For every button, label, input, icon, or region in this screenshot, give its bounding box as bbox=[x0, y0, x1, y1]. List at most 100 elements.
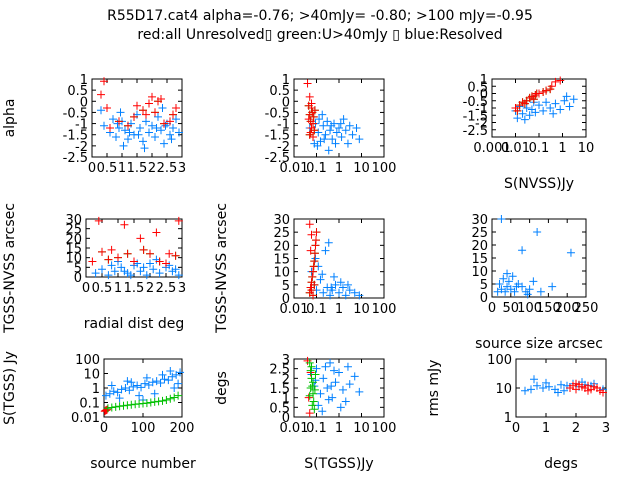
y-tick-label: 0 bbox=[282, 411, 290, 426]
data-point bbox=[309, 397, 318, 406]
data-point bbox=[98, 247, 106, 256]
data-point bbox=[314, 128, 323, 137]
data-point bbox=[150, 397, 159, 406]
data-point bbox=[321, 246, 330, 255]
x-axis-label: source number bbox=[90, 456, 196, 472]
data-point bbox=[148, 378, 157, 387]
y-tick-label: 0.5 bbox=[269, 84, 290, 99]
y-tick-label: -1 bbox=[75, 118, 88, 133]
series-green bbox=[98, 245, 180, 268]
data-point bbox=[160, 119, 168, 128]
x-tick-label: 10 bbox=[353, 302, 370, 317]
y-tick-label: 1 bbox=[282, 392, 290, 407]
data-point bbox=[142, 399, 151, 408]
data-point bbox=[311, 241, 320, 250]
data-point bbox=[343, 139, 352, 148]
x-tick-label: 1 bbox=[335, 161, 343, 176]
series-red bbox=[97, 77, 174, 126]
y-tick-label: 30 bbox=[471, 213, 488, 228]
data-point bbox=[501, 287, 510, 296]
data-point bbox=[175, 128, 183, 137]
data-point bbox=[531, 90, 540, 99]
data-point bbox=[149, 265, 158, 274]
data-point bbox=[518, 246, 527, 255]
x-axis-label: degs bbox=[544, 456, 578, 472]
data-point bbox=[140, 379, 149, 388]
data-point bbox=[170, 393, 179, 402]
data-point bbox=[319, 288, 328, 297]
data-point bbox=[115, 117, 123, 126]
data-point bbox=[542, 98, 551, 107]
x-tick-label: 0.01 bbox=[280, 161, 309, 176]
y-tick-label: 10 bbox=[495, 382, 512, 397]
data-point bbox=[341, 397, 350, 406]
x-axis-label: source size arcsec bbox=[475, 336, 603, 352]
data-point bbox=[335, 288, 343, 297]
data-point bbox=[319, 374, 328, 383]
series-red bbox=[98, 245, 180, 268]
x-tick-label: 100 bbox=[131, 421, 156, 436]
data-point bbox=[336, 403, 345, 412]
data-point bbox=[324, 238, 333, 247]
data-point bbox=[350, 288, 359, 297]
data-point bbox=[303, 356, 312, 365]
x-tick-label: 0.1 bbox=[306, 161, 327, 176]
x-tick-label: 100 bbox=[372, 302, 397, 317]
data-point bbox=[306, 246, 315, 255]
data-point bbox=[560, 96, 569, 105]
x-tick-label: 2 bbox=[572, 421, 580, 436]
data-point bbox=[554, 388, 562, 397]
data-point bbox=[123, 269, 132, 278]
data-point bbox=[176, 368, 185, 377]
data-point bbox=[355, 135, 364, 144]
data-point bbox=[308, 272, 317, 281]
x-tick-label: 1.5 bbox=[124, 281, 145, 296]
x-tick-label: 1 bbox=[542, 421, 550, 436]
data-point bbox=[133, 259, 142, 268]
x-tick-label: 100 bbox=[372, 161, 397, 176]
x-tick-label: 2.5 bbox=[156, 281, 177, 296]
data-point bbox=[109, 115, 117, 124]
data-point bbox=[130, 112, 138, 121]
x-tick-label: 2 bbox=[148, 161, 156, 176]
data-point bbox=[157, 126, 165, 135]
data-point bbox=[343, 362, 352, 371]
y-tick-label: 0 bbox=[480, 291, 488, 306]
data-point bbox=[120, 267, 129, 276]
data-point bbox=[320, 135, 329, 144]
y-tick-label: -2.5 bbox=[463, 124, 488, 139]
data-point bbox=[306, 384, 315, 392]
y-tick-label: 25 bbox=[273, 226, 290, 241]
y-tick-label: -0.5 bbox=[63, 106, 88, 121]
x-tick-label: 0.1 bbox=[306, 421, 327, 436]
x-tick-label: 10 bbox=[353, 421, 370, 436]
data-point bbox=[562, 92, 571, 101]
y-tick-label: 30 bbox=[65, 213, 82, 228]
data-point bbox=[174, 379, 183, 388]
data-point bbox=[319, 121, 328, 130]
data-point bbox=[345, 286, 354, 295]
data-point bbox=[174, 391, 183, 400]
data-point bbox=[133, 381, 142, 390]
data-point bbox=[304, 393, 313, 402]
data-point bbox=[531, 108, 540, 117]
data-point bbox=[307, 374, 316, 383]
data-point bbox=[120, 220, 129, 229]
data-point bbox=[321, 362, 330, 371]
x-tick-label: 0.1 bbox=[529, 141, 550, 156]
data-point bbox=[166, 117, 174, 126]
data-point bbox=[166, 366, 175, 375]
data-point bbox=[341, 126, 350, 135]
series-green bbox=[305, 358, 320, 414]
data-point bbox=[121, 384, 130, 392]
data-point bbox=[126, 271, 135, 280]
series-red bbox=[305, 220, 316, 255]
y-tick-label: -1.5 bbox=[463, 109, 488, 124]
data-point bbox=[348, 130, 357, 139]
x-axis-label: radial dist deg bbox=[84, 316, 184, 332]
x-tick-label: 0.5 bbox=[97, 161, 118, 176]
series-red bbox=[566, 379, 607, 397]
y-tick-label: 1.5 bbox=[269, 382, 290, 397]
